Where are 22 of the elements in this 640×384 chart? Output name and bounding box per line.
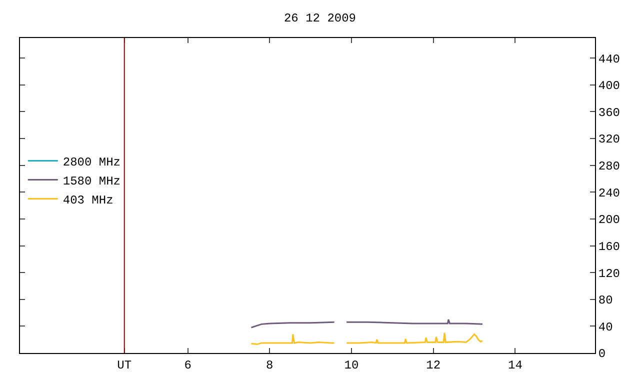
y-tick-label: 320	[598, 132, 620, 147]
y-tick-label: 160	[598, 240, 620, 254]
x-tick-label: 6	[184, 358, 192, 372]
x-tick-label: 8	[266, 358, 274, 372]
y-tick-label: 40	[598, 320, 613, 334]
y-tick-label: 400	[598, 79, 620, 94]
y-tick-label: 0	[598, 347, 606, 362]
legend-label: 1580 MHz	[62, 174, 120, 188]
y-tick-label: 360	[598, 106, 620, 120]
x-tick-label: 14	[508, 358, 522, 372]
legend-label: 403 MHz	[62, 193, 114, 208]
x-tick-label: 12	[426, 358, 441, 372]
x-tick-label: UT	[117, 358, 132, 372]
y-tick-label: 80	[598, 294, 613, 308]
y-tick-label: 200	[598, 213, 620, 228]
y-tick-label: 240	[598, 186, 620, 200]
y-tick-label: 440	[598, 52, 620, 66]
x-tick-label: 10	[344, 358, 359, 372]
legend-label: 2800 MHz	[62, 155, 120, 170]
chart-title: 26 12 2009	[284, 11, 356, 26]
y-tick-label: 280	[598, 160, 620, 174]
y-tick-label: 120	[598, 266, 620, 281]
